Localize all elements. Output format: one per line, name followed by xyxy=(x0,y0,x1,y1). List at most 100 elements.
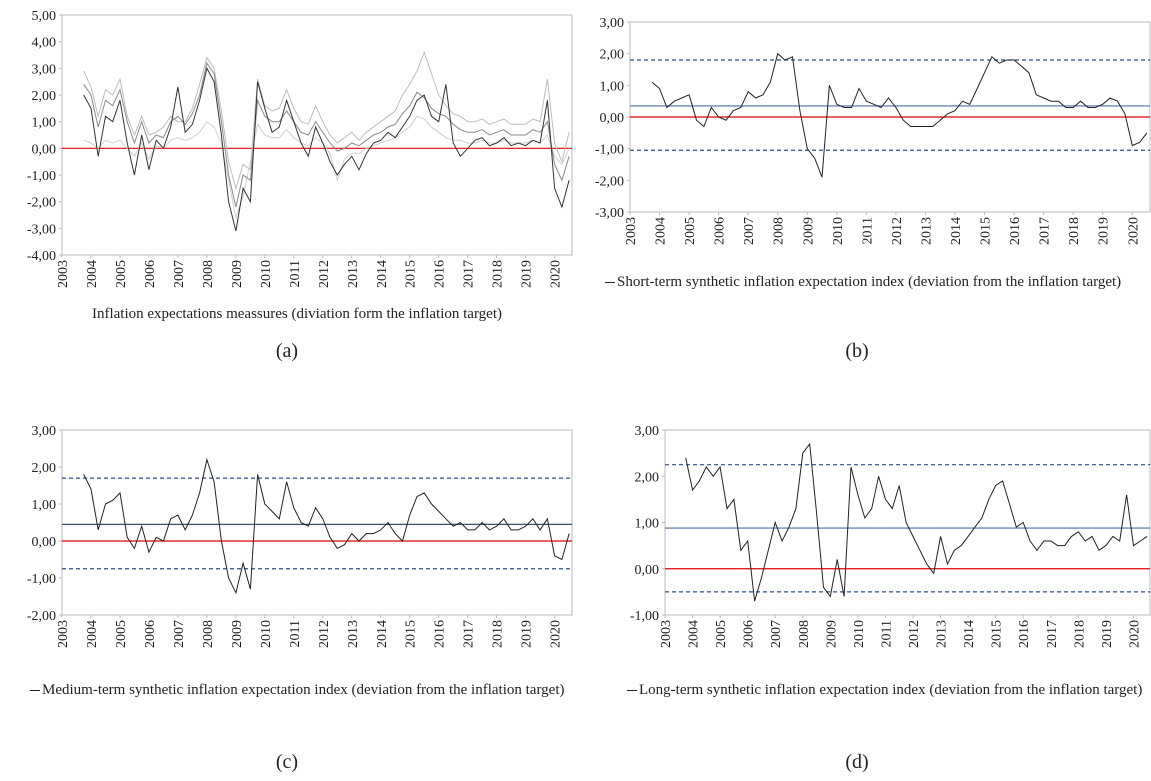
legend-label: Long-term synthetic inflation expectatio… xyxy=(639,682,1143,698)
x-tick-label: 2016 xyxy=(1017,620,1032,648)
x-tick-label: 2004 xyxy=(687,620,702,648)
x-tick-label: 2003 xyxy=(659,620,674,648)
y-tick-label: 3,00 xyxy=(32,424,57,439)
x-tick-label: 2015 xyxy=(404,260,419,288)
x-tick-label: 2009 xyxy=(801,217,816,245)
x-tick-label: 2003 xyxy=(56,260,71,288)
y-tick-label: -2,00 xyxy=(27,196,56,211)
x-tick-label: 2003 xyxy=(624,217,639,245)
legend: Long-term synthetic inflation expectatio… xyxy=(627,680,1147,701)
y-tick-label: 1,00 xyxy=(32,498,57,513)
plot-frame xyxy=(664,429,1151,616)
x-tick-label: 2010 xyxy=(852,620,867,648)
x-tick-label: 2007 xyxy=(172,620,187,648)
y-tick-label: -2,00 xyxy=(595,174,624,189)
x-tick-label: 2017 xyxy=(462,620,477,648)
x-tick-label: 2011 xyxy=(860,217,875,244)
x-tick-label: 2005 xyxy=(114,260,129,288)
y-tick-label: -2,00 xyxy=(27,609,56,624)
y-tick-label: -4,00 xyxy=(27,249,56,264)
y-tick-label: -3,00 xyxy=(595,206,624,221)
x-tick-label: 2008 xyxy=(772,217,787,245)
x-tick-label: 2011 xyxy=(288,260,303,287)
x-tick-label: 2010 xyxy=(259,260,274,288)
x-tick-label: 2008 xyxy=(797,620,812,648)
x-tick-label: 2012 xyxy=(317,260,332,288)
caption: (a) xyxy=(276,340,298,362)
x-tick-label: 2016 xyxy=(433,260,448,288)
y-tick-label: 3,00 xyxy=(635,424,660,439)
plot-frame xyxy=(61,429,573,616)
x-tick-label: 2008 xyxy=(201,260,216,288)
y-tick-label: 0,00 xyxy=(32,535,57,550)
series-line xyxy=(651,52,1148,178)
y-tick-label: 0,00 xyxy=(32,142,57,157)
series-line xyxy=(83,115,570,220)
x-tick-label: 2008 xyxy=(201,620,216,648)
legend-label: Short-term synthetic inflation expectati… xyxy=(617,274,1122,290)
x-tick-label: 2018 xyxy=(491,260,506,288)
x-tick-label: 2020 xyxy=(1126,217,1141,245)
x-tick-label: 2020 xyxy=(1127,620,1142,648)
legend-label: Medium-term synthetic inflation expectat… xyxy=(42,682,565,698)
x-tick-label: 2019 xyxy=(520,260,535,288)
x-tick-label: 2018 xyxy=(1072,620,1087,648)
x-tick-label: 2004 xyxy=(85,620,100,648)
x-tick-label: 2020 xyxy=(549,620,564,648)
x-tick-label: 2007 xyxy=(742,217,757,245)
x-tick-label: 2013 xyxy=(919,217,934,245)
x-tick-label: 2019 xyxy=(1100,620,1115,648)
legend-symbol xyxy=(605,282,615,284)
series-line xyxy=(83,66,570,232)
x-tick-label: 2018 xyxy=(1067,217,1082,245)
series-line xyxy=(685,442,1148,602)
y-tick-label: -1,00 xyxy=(27,572,56,587)
x-tick-label: 2005 xyxy=(114,620,129,648)
x-tick-label: 2020 xyxy=(549,260,564,288)
x-tick-label: 2004 xyxy=(85,260,100,288)
y-tick-label: 2,00 xyxy=(32,89,57,104)
y-tick-label: 2,00 xyxy=(635,470,660,485)
x-tick-label: 2015 xyxy=(404,620,419,648)
plot-frame xyxy=(61,14,573,256)
legend: Short-term synthetic inflation expectati… xyxy=(605,272,1151,293)
x-tick-label: 2017 xyxy=(462,260,477,288)
y-tick-label: 1,00 xyxy=(635,517,660,532)
y-tick-label: 3,00 xyxy=(600,16,625,31)
y-tick-label: 0,00 xyxy=(600,111,625,126)
y-tick-label: 2,00 xyxy=(32,461,57,476)
x-tick-label: 2005 xyxy=(683,217,698,245)
legend-symbol xyxy=(627,690,637,692)
x-tick-label: 2015 xyxy=(979,217,994,245)
legend-symbol xyxy=(30,690,40,692)
y-tick-label: 0,00 xyxy=(635,563,660,578)
x-tick-label: 2010 xyxy=(831,217,846,245)
x-tick-label: 2016 xyxy=(1008,217,1023,245)
x-tick-label: 2019 xyxy=(520,620,535,648)
x-tick-label: 2014 xyxy=(375,260,390,288)
y-tick-label: 1,00 xyxy=(600,79,625,94)
x-tick-label: 2014 xyxy=(375,620,390,648)
x-tick-label: 2011 xyxy=(288,620,303,647)
x-tick-label: 2012 xyxy=(317,620,332,648)
series-line xyxy=(83,50,570,191)
y-tick-label: 3,00 xyxy=(32,62,57,77)
x-tick-label: 2010 xyxy=(259,620,274,648)
y-tick-label: -1,00 xyxy=(27,169,56,184)
x-tick-label: 2018 xyxy=(491,620,506,648)
legend: Medium-term synthetic inflation expectat… xyxy=(30,680,575,701)
x-tick-label: 2013 xyxy=(346,620,361,648)
y-tick-label: 2,00 xyxy=(600,48,625,63)
x-tick-label: 2014 xyxy=(962,620,977,648)
y-tick-label: -1,00 xyxy=(630,609,659,624)
series-line xyxy=(83,457,570,595)
caption: (d) xyxy=(845,751,868,773)
x-tick-label: 2006 xyxy=(143,260,158,288)
series-line xyxy=(83,61,570,208)
x-tick-label: 2009 xyxy=(230,260,245,288)
x-tick-label: 2012 xyxy=(907,620,922,648)
x-tick-label: 2011 xyxy=(879,620,894,647)
y-tick-label: 4,00 xyxy=(32,36,57,51)
